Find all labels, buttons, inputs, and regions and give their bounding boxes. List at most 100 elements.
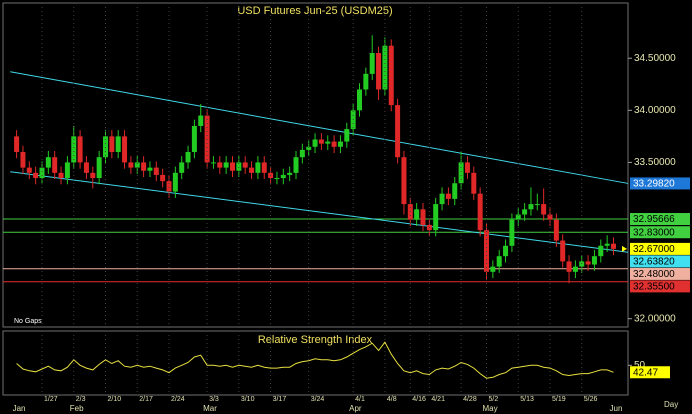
candle-body — [585, 261, 591, 265]
price-box — [630, 242, 690, 255]
candle-body — [522, 209, 528, 215]
x-month-label: Jan — [13, 404, 26, 413]
x-unit: Day — [664, 400, 678, 409]
candle-body — [388, 45, 394, 106]
x-tick-label: 3/10 — [241, 396, 255, 403]
candle-body — [52, 157, 58, 173]
rsi-title: Relative Strength Index — [258, 334, 373, 346]
y-tick-label: 50 — [634, 360, 646, 371]
candle-body — [83, 162, 89, 173]
x-tick-label: 5/19 — [552, 396, 566, 403]
candle-body — [160, 174, 166, 182]
candle-body — [147, 167, 153, 171]
x-month-label: Mar — [203, 404, 217, 413]
x-tick-label: 2/17 — [139, 396, 153, 403]
candle-body — [401, 157, 407, 205]
x-month-label: Apr — [349, 404, 362, 413]
candle-body — [39, 167, 45, 179]
candle-body — [547, 214, 553, 220]
price-box — [630, 267, 690, 280]
candle-body — [312, 139, 318, 147]
candle-body — [458, 162, 464, 184]
candle-body — [103, 136, 108, 158]
candle-body — [109, 136, 115, 152]
candle-body — [445, 193, 451, 199]
price-box-label: 32.67000 — [633, 244, 675, 255]
candle-body — [33, 172, 39, 179]
main-panel — [2, 2, 629, 328]
price-box — [630, 177, 690, 190]
candle-body — [14, 136, 20, 152]
price-box-label: 33.29820 — [633, 179, 675, 190]
note: No Gaps — [14, 318, 42, 325]
trend-line — [10, 71, 629, 184]
candle-body — [420, 209, 426, 225]
candle-body — [134, 162, 140, 168]
candle-body — [179, 162, 185, 173]
candle-body — [115, 136, 121, 152]
candle-body — [299, 149, 305, 158]
candle-body — [204, 115, 210, 163]
candle-body — [96, 157, 102, 179]
candle-body — [376, 53, 382, 90]
candle-body — [230, 162, 235, 171]
candle-body — [337, 141, 343, 147]
candle-body — [414, 209, 420, 220]
x-tick-label: 2/24 — [171, 396, 185, 403]
candle-body — [484, 230, 489, 272]
candle-body — [236, 162, 242, 171]
price-box-label: 32.83000 — [633, 227, 675, 238]
x-tick-label: 2/10 — [108, 396, 122, 403]
candle-body — [185, 151, 191, 163]
candle-body — [26, 167, 32, 173]
candle-body — [325, 141, 331, 144]
price-box — [630, 366, 670, 379]
candle-body — [560, 240, 566, 262]
price-box-label: 32.63820 — [633, 257, 675, 268]
candle-body — [509, 219, 515, 246]
candle-body — [198, 115, 204, 126]
x-month-label: Feb — [70, 404, 84, 413]
rsi-line — [16, 341, 614, 379]
candle-body — [122, 136, 128, 163]
x-tick-label: 4/1 — [355, 396, 365, 403]
candle-body — [306, 146, 312, 150]
candle-body — [477, 193, 483, 231]
candle-body — [280, 174, 286, 179]
candle-body — [528, 204, 534, 210]
candle-body — [71, 136, 77, 163]
candle-body — [90, 172, 96, 179]
candle-body — [255, 162, 261, 173]
candle-body — [541, 204, 547, 215]
candle-body — [369, 53, 375, 74]
y-tick-label: 34.50000 — [634, 53, 676, 64]
price-box — [630, 280, 690, 293]
candle-body — [357, 89, 362, 111]
candle-body — [223, 162, 229, 168]
trend-line — [10, 171, 629, 253]
price-box-label: 32.48000 — [633, 269, 675, 280]
candle-body — [172, 172, 178, 192]
candle-body — [471, 172, 477, 194]
x-tick-label: 4/16 — [412, 396, 426, 403]
candle-body — [490, 266, 496, 272]
y-tick-label: 33.50000 — [634, 157, 676, 168]
candle-body — [191, 125, 197, 152]
candle-body — [572, 266, 578, 272]
candle-body — [496, 256, 502, 267]
candle-body — [344, 129, 350, 142]
price-box-label: 32.35500 — [633, 282, 675, 293]
x-tick-label: 4/21 — [431, 396, 445, 403]
price-box-label: 42.47 — [633, 367, 658, 378]
candle-body — [45, 157, 51, 168]
x-month-label: May — [483, 404, 498, 413]
x-tick-label: 3/3 — [209, 396, 219, 403]
candle-body — [566, 261, 572, 272]
candle-body — [395, 105, 401, 158]
candle-body — [20, 151, 26, 168]
candle-body — [141, 162, 147, 171]
candle-body — [579, 261, 585, 267]
candle-body — [249, 167, 255, 173]
